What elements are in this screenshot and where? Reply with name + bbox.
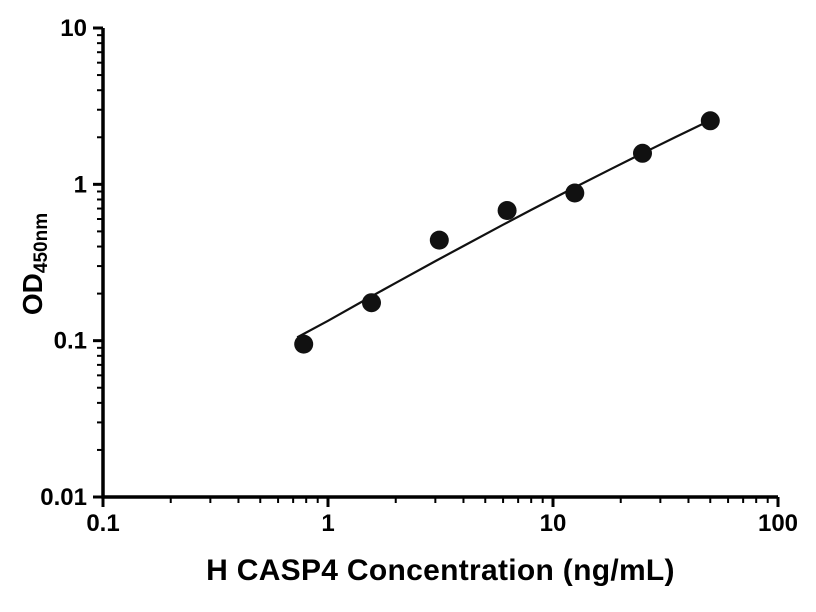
data-point bbox=[294, 334, 314, 354]
axes-frame bbox=[101, 28, 778, 499]
data-point bbox=[565, 183, 585, 203]
x-tick-label: 100 bbox=[758, 510, 798, 537]
data-point bbox=[362, 293, 381, 313]
y-tick-label: 10 bbox=[60, 15, 87, 42]
data-point bbox=[497, 201, 517, 220]
x-tick-label: 0.1 bbox=[86, 510, 119, 537]
y-axis-title-subscript: 450nm bbox=[31, 212, 52, 274]
y-axis-title-main: OD bbox=[17, 273, 48, 316]
x-axis-title: H CASP4 Concentration (ng/mL) bbox=[206, 554, 675, 587]
y-tick-label: 1 bbox=[74, 171, 87, 198]
data-point bbox=[633, 143, 652, 163]
y-tick-label: 0.1 bbox=[54, 328, 87, 355]
y-tick-label: 0.01 bbox=[40, 484, 87, 511]
x-tick-label: 10 bbox=[540, 510, 567, 537]
x-tick-label: 1 bbox=[321, 510, 334, 537]
data-point bbox=[700, 111, 720, 131]
data-point bbox=[429, 230, 449, 250]
y-axis-title: OD450nm bbox=[12, 114, 54, 414]
